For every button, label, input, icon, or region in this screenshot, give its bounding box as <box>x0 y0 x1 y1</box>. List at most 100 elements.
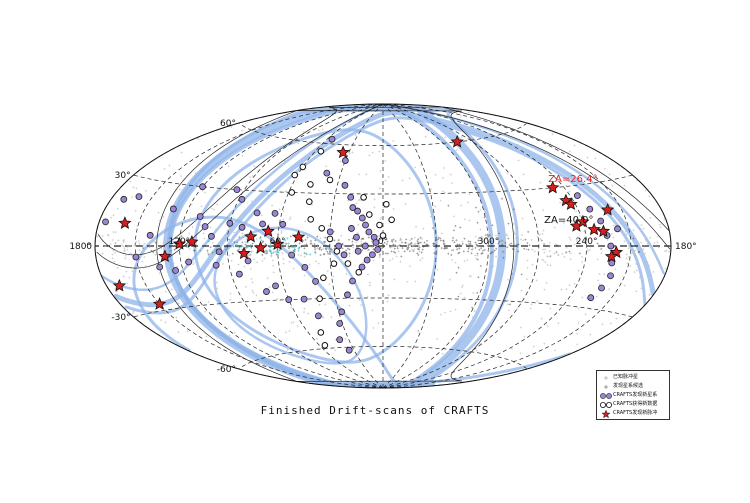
pulsar-point <box>318 303 321 307</box>
pulsar-point <box>541 232 544 236</box>
pulsar-point <box>457 247 460 250</box>
pulsar-point <box>652 270 655 274</box>
pulsar-point <box>366 295 369 299</box>
hi-galaxy-marker <box>374 246 382 253</box>
pulsar-point <box>573 243 576 246</box>
pulsar-point <box>642 227 645 230</box>
hi-galaxy-marker <box>349 277 356 285</box>
pulsar-point <box>224 187 227 190</box>
hi-galaxy-marker <box>361 242 369 250</box>
pulsar-point <box>308 263 311 266</box>
pulsar-point <box>381 275 384 278</box>
pulsar-point <box>495 234 498 237</box>
pulsar-point <box>528 244 531 247</box>
pulsar-point <box>588 248 592 252</box>
pulsar-point <box>431 211 434 214</box>
pulsar-point <box>606 238 609 241</box>
pulsar-point <box>297 168 300 171</box>
pulsar-point <box>303 252 306 255</box>
pulsar-point <box>147 265 150 268</box>
pulsar-point <box>372 326 375 330</box>
pulsar-point <box>513 231 516 234</box>
pulsar-point <box>160 247 163 250</box>
pulsar-point <box>175 235 178 238</box>
pulsar-point <box>178 188 182 191</box>
legend-item-open-circle: CRAFTS获得新数据 <box>599 400 667 409</box>
pulsar-point <box>586 250 589 253</box>
pulsar-point <box>452 215 456 218</box>
pulsar-point <box>258 237 262 240</box>
pulsar-point <box>445 246 448 249</box>
pulsar-point <box>218 241 222 244</box>
pulsar-point <box>413 236 416 239</box>
pulsar-point <box>474 235 477 238</box>
pulsar-point <box>640 287 643 290</box>
pulsar-point <box>405 130 408 133</box>
pulsar-point <box>619 222 622 225</box>
hi-galaxy-marker <box>279 220 287 228</box>
observed-source-marker <box>330 260 338 267</box>
pulsar-point <box>421 257 424 260</box>
pulsar-point <box>476 258 479 261</box>
pulsar-point <box>569 172 572 175</box>
pulsar-point <box>128 276 131 279</box>
new-pulsar-star-marker <box>237 246 251 260</box>
pulsar-point <box>420 251 423 254</box>
pulsar-point <box>243 265 246 268</box>
pulsar-point <box>313 246 317 249</box>
hi-galaxy-marker <box>338 308 346 316</box>
map-legend: 已知脉冲星 发现星系候选 CRAFTS发现新星系 CRAFTS获得新数据 CRA… <box>596 370 670 420</box>
pulsar-point <box>328 244 331 248</box>
pulsar-point <box>232 235 235 238</box>
pulsar-point <box>474 206 478 209</box>
pulsar-point <box>608 173 611 176</box>
pulsar-point <box>143 242 146 245</box>
pulsar-point <box>135 240 138 243</box>
pulsar-point <box>513 233 517 236</box>
parallel-line <box>238 346 528 370</box>
pulsar-point <box>249 244 253 247</box>
pulsar-point <box>471 315 474 319</box>
pulsar-point <box>486 249 490 252</box>
pulsar-point <box>559 201 562 204</box>
pulsar-point <box>191 263 195 266</box>
pulsar-point <box>157 211 160 214</box>
pulsar-point <box>251 174 254 178</box>
legend-label: CRAFTS获得新数据 <box>613 401 658 407</box>
pulsar-point <box>230 259 233 262</box>
pulsar-point <box>215 290 218 293</box>
pulsar-point <box>138 249 141 252</box>
pulsar-point <box>248 176 252 179</box>
pulsar-point <box>165 245 168 248</box>
pulsar-point <box>313 250 317 254</box>
pulsar-point <box>109 216 113 219</box>
hi-galaxy-marker <box>235 270 243 278</box>
latitude-label: -30° <box>111 313 130 323</box>
pulsar-point <box>523 335 526 339</box>
pulsar-point <box>238 235 241 239</box>
pulsar-point <box>628 245 631 248</box>
pulsar-point <box>452 236 455 240</box>
pulsar-point <box>480 235 483 238</box>
pulsar-point <box>380 249 384 252</box>
pulsar-point <box>131 312 135 315</box>
pulsar-point <box>625 233 628 236</box>
pulsar-point <box>460 136 463 139</box>
pulsar-point <box>288 249 291 253</box>
pulsar-point <box>330 248 333 251</box>
hi-galaxy-marker <box>207 232 215 240</box>
pulsar-point <box>627 255 631 259</box>
pulsar-point <box>557 254 560 257</box>
pulsar-point <box>413 166 417 169</box>
pulsar-point <box>322 253 325 256</box>
pulsar-point <box>408 177 411 180</box>
pulsar-point <box>377 322 380 325</box>
observed-source-marker <box>318 224 326 232</box>
legend-item-candidate: 发现星系候选 <box>599 382 667 391</box>
pulsar-point <box>603 167 606 170</box>
pulsar-point <box>251 242 254 245</box>
pulsar-point <box>495 247 498 250</box>
pulsar-point <box>548 249 552 253</box>
new-pulsar-star-marker <box>270 237 285 250</box>
pulsar-point <box>551 132 554 136</box>
